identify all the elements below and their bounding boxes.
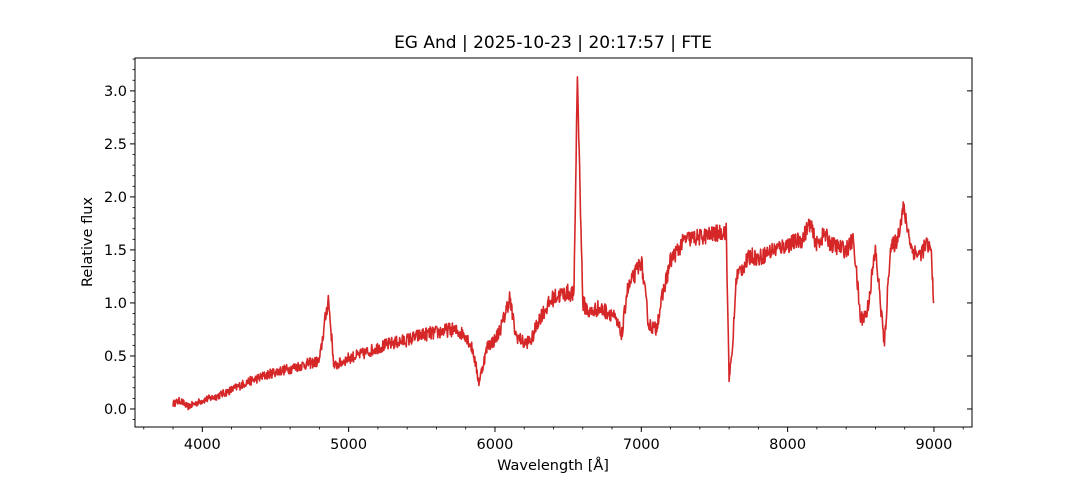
x-tick-label: 6000 bbox=[477, 437, 514, 453]
y-tick-label: 0.0 bbox=[104, 402, 127, 418]
plot-area bbox=[172, 76, 935, 411]
x-tick-label: 7000 bbox=[623, 437, 660, 453]
y-tick-label: 1.0 bbox=[104, 296, 127, 312]
y-axis-label: Relative flux bbox=[80, 197, 96, 287]
y-tick-label: 1.5 bbox=[104, 243, 127, 259]
y-tick-label: 2.0 bbox=[104, 190, 127, 206]
x-tick-label: 9000 bbox=[916, 437, 953, 453]
chart-title: EG And | 2025-10-23 | 20:17:57 | FTE bbox=[394, 33, 712, 53]
y-tick-label: 2.5 bbox=[104, 137, 127, 153]
x-tick-label: 5000 bbox=[330, 437, 367, 453]
x-axis-label: Wavelength [Å] bbox=[497, 457, 609, 474]
x-tick-label: 8000 bbox=[769, 437, 806, 453]
y-axis: 0.0 0.5 1.0 1.5 2.0 2.5 3.0 bbox=[104, 58, 972, 420]
x-axis: 4000 5000 6000 7000 8000 9000 bbox=[143, 427, 964, 453]
x-tick-label: 4000 bbox=[184, 437, 221, 453]
spectrum-line-0 bbox=[172, 76, 935, 411]
y-tick-label: 3.0 bbox=[104, 84, 127, 100]
y-tick-label: 0.5 bbox=[104, 349, 127, 365]
